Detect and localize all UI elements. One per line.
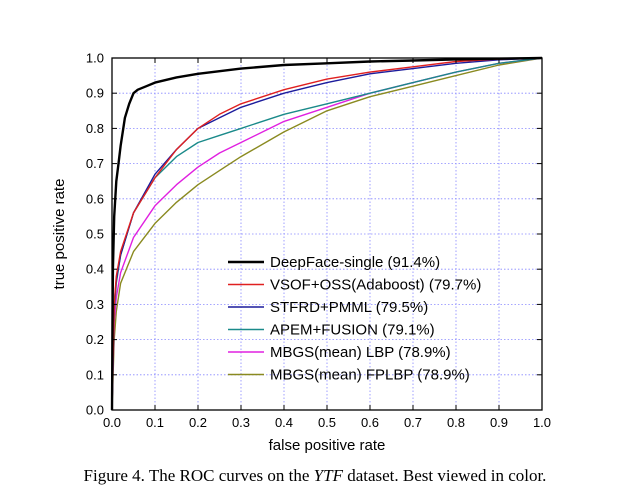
roc-chart: 0.0 0.1 0.2 0.3 0.4 0.5 0.6 0.7 0.8 0.9 1.0 0.0 0.1 0… [51,51,551,455]
ticks: 0.0 0.1 0.2 0.3 0.4 0.5 0.6 0.7 0.8 0.9 1.0 0.0 0.1 0… [86,51,551,431]
x-tick-label: 0.9 [490,415,508,430]
x-tick-label: 0.2 [189,415,207,430]
legend-label: STFRD+PMML (79.5%) [270,299,428,316]
series-line [111,57,543,411]
x-tick-label: 0.3 [232,415,250,430]
legend-label: DeepFace-single (91.4%) [270,254,440,271]
x-tick-label: 0.1 [146,415,164,430]
grid [112,58,542,410]
series-line [111,57,543,411]
y-tick-label: 0.7 [86,156,104,171]
y-axis-label: true positive rate [51,179,68,290]
x-tick-label: 0.4 [275,415,293,430]
y-tick-label: 0.3 [86,297,104,312]
y-tick-label: 0.8 [86,121,104,136]
legend: DeepFace-single (91.4%) VSOF+OSS(Adaboost… [228,254,481,384]
x-axis-label: false positive rate [269,437,386,454]
caption-dataset: YTF [313,466,343,485]
x-tick-label: 0.5 [318,415,336,430]
legend-label: APEM+FUSION (79.1%) [270,322,435,339]
y-tick-label: 0.1 [86,367,104,382]
y-tick-label: 0.5 [86,227,104,242]
series-line [110,56,543,411]
legend-label: VSOF+OSS(Adaboost) (79.7%) [270,277,481,294]
x-tick-label: 0.8 [447,415,465,430]
figure-caption: Figure 4. The ROC curves on the YTF data… [0,466,630,486]
legend-label: MBGS(mean) LBP (78.9%) [270,344,451,361]
x-tick-label: 0.6 [361,415,379,430]
series-layer [110,56,543,411]
legend-label: MBGS(mean) FPLBP (78.9%) [270,367,470,384]
y-tick-label: 0.9 [86,86,104,101]
y-tick-label: 0.2 [86,332,104,347]
x-tick-label: 0.0 [103,415,121,430]
x-tick-label: 1.0 [533,415,551,430]
y-tick-label: 1.0 [86,51,104,66]
y-tick-label: 0.4 [86,262,104,277]
caption-prefix: Figure 4. The ROC curves on the [83,466,314,485]
y-tick-label: 0.6 [86,191,104,206]
y-tick-label: 0.0 [86,403,104,418]
caption-suffix: dataset. Best viewed in color. [342,466,547,485]
x-tick-label: 0.7 [404,415,422,430]
